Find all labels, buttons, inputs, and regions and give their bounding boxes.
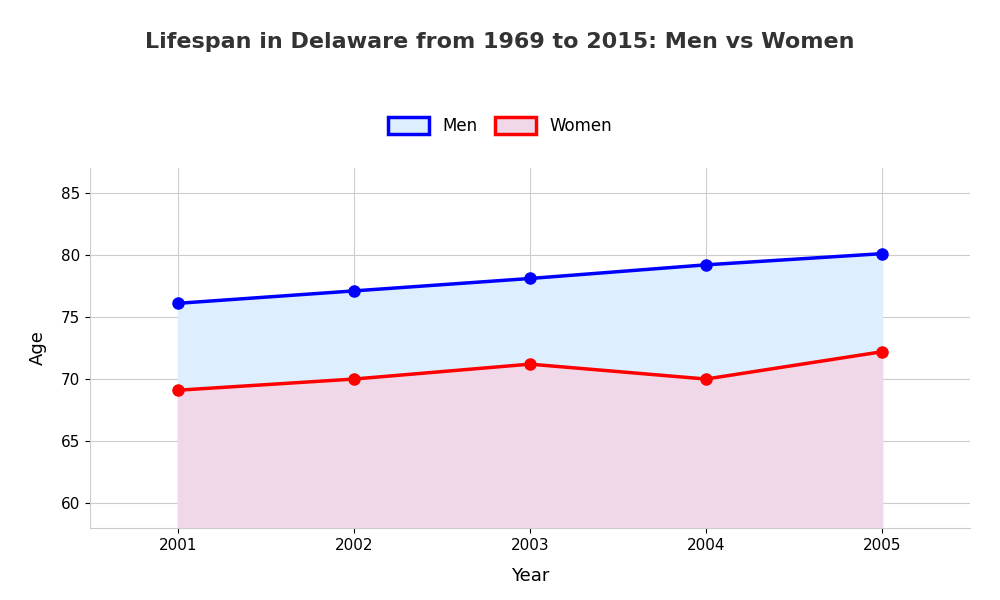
X-axis label: Year: Year — [511, 566, 549, 584]
Legend: Men, Women: Men, Women — [381, 110, 619, 142]
Text: Lifespan in Delaware from 1969 to 2015: Men vs Women: Lifespan in Delaware from 1969 to 2015: … — [145, 32, 855, 52]
Y-axis label: Age: Age — [29, 331, 47, 365]
